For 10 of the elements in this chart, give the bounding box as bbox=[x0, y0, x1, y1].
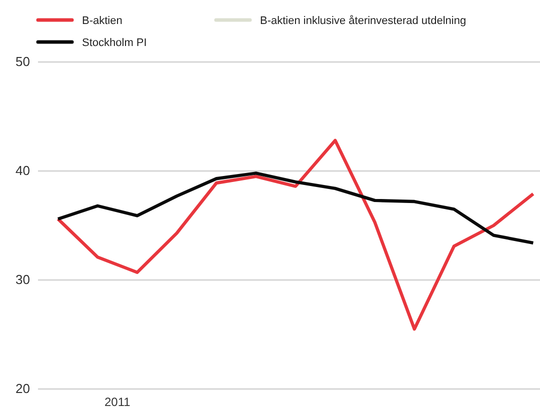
line-series bbox=[56, 138, 535, 331]
legend-label: Stockholm PI bbox=[82, 37, 147, 49]
y-tick-label: 40 bbox=[16, 163, 30, 178]
text: 2011 bbox=[104, 395, 131, 409]
y-tick-label: 50 bbox=[16, 54, 30, 70]
y-tick-label: 30 bbox=[16, 272, 30, 288]
legend-label: B-aktien inklusive återinvesterad utdelning bbox=[260, 15, 466, 27]
legend-label: B-aktien bbox=[82, 15, 122, 27]
y-tick-label: 20 bbox=[16, 381, 30, 396]
line-series bbox=[56, 172, 535, 245]
